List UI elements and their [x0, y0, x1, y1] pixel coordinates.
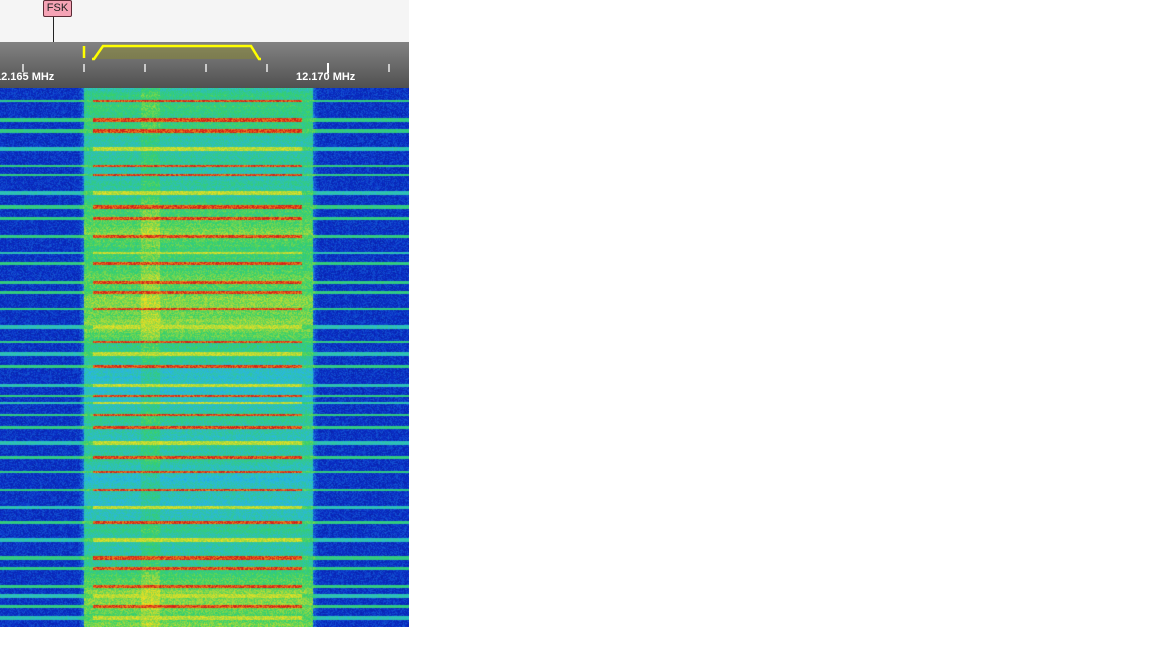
passband-fill: [94, 46, 259, 59]
waterfall-display[interactable]: [0, 88, 409, 627]
frequency-label-left: 12.165 MHz: [0, 71, 55, 83]
fsk-marker-stem: [53, 17, 54, 42]
signal-label-strip: FSK: [0, 0, 409, 42]
frequency-ticks: [22, 63, 390, 73]
frequency-label-right: 12.170 MHz: [296, 71, 356, 83]
sdr-receiver-panel: FSK 12.165 MHz 12.170 MHz: [0, 0, 409, 627]
passband-outline[interactable]: [92, 44, 261, 61]
passband-indicator[interactable]: [0, 42, 409, 66]
fsk-marker-label[interactable]: FSK: [43, 0, 72, 17]
frequency-scale[interactable]: 12.165 MHz 12.170 MHz: [0, 42, 409, 88]
